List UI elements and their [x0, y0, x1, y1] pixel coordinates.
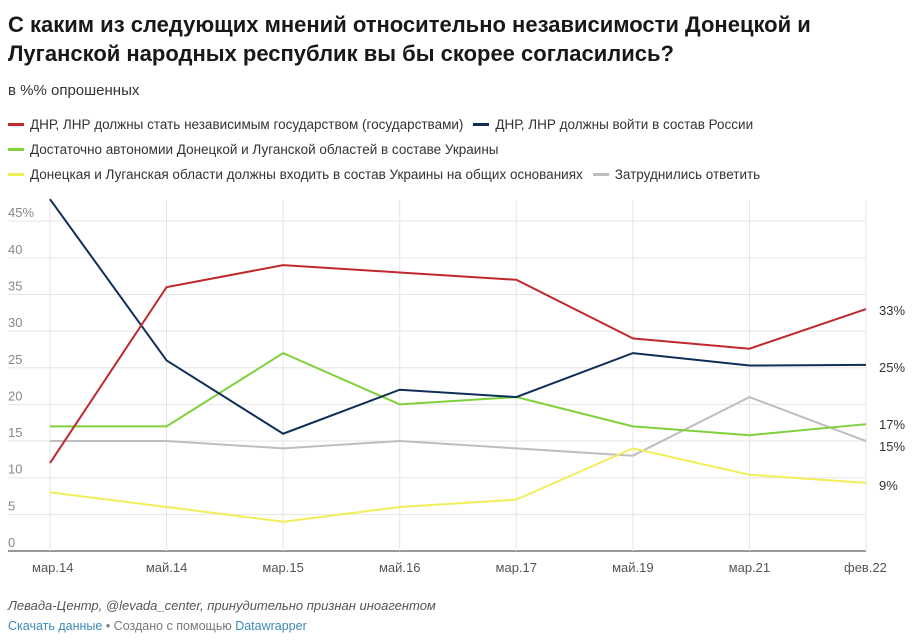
- legend: ДНР, ЛНР должны стать независимым госуда…: [8, 112, 908, 187]
- legend-item: Достаточно автономии Донецкой и Луганско…: [8, 137, 499, 162]
- end-label: 25%: [879, 360, 905, 375]
- created-with: Создано с помощью: [113, 619, 236, 633]
- source-note: Левада-Центр, @levada_center, принудител…: [8, 598, 436, 613]
- y-tick-label: 35: [8, 278, 22, 293]
- end-label: 15%: [879, 439, 905, 454]
- x-tick-label: фев.22: [844, 560, 887, 575]
- y-tick-label: 5: [8, 498, 15, 513]
- legend-item: Затруднились ответить: [592, 162, 761, 187]
- end-label: 9%: [879, 478, 898, 493]
- footer: Скачать данные • Создано с помощью Dataw…: [8, 619, 307, 633]
- x-tick-label: мар.15: [262, 560, 303, 575]
- download-data-link[interactable]: Скачать данные: [8, 619, 103, 633]
- x-tick-label: мар.14: [32, 560, 73, 575]
- y-tick-label: 20: [8, 388, 22, 403]
- line-chart: 0 5 10 15 20 25 30 35 40 45% мар.14 май.14 мар.15 май…: [8, 198, 905, 575]
- chart-title: С каким из следующих мнений относительно…: [8, 12, 811, 66]
- series-line: [50, 395, 867, 457]
- x-tick-label: май.14: [146, 560, 188, 575]
- legend-swatch: [592, 173, 609, 176]
- legend-swatch: [473, 123, 490, 126]
- legend-label: ДНР, ЛНР должны войти в состав России: [495, 117, 754, 132]
- legend-label: Затруднились ответить: [614, 167, 761, 182]
- y-tick-label: 15: [8, 425, 22, 440]
- legend-swatch: [8, 123, 24, 126]
- y-tick-label: 30: [8, 315, 22, 330]
- series-line: [49, 198, 867, 435]
- legend-label: Донецкая и Луганская области должны вход…: [30, 167, 583, 182]
- end-label: 17%: [879, 417, 905, 432]
- legend-swatch: [8, 173, 24, 176]
- legend-item: Донецкая и Луганская области должны вход…: [8, 162, 583, 187]
- legend-label: Достаточно автономии Донецкой и Луганско…: [30, 142, 499, 157]
- chart-subtitle: в %% опрошенных: [8, 82, 140, 99]
- x-tick-label: май.19: [612, 560, 654, 575]
- x-tick-label: мар.21: [729, 560, 770, 575]
- legend-item: ДНР, ЛНР должны войти в состав России: [473, 112, 753, 137]
- separator: •: [102, 619, 114, 633]
- x-tick-label: май.16: [379, 560, 421, 575]
- series-line: [49, 447, 867, 523]
- series-line: [50, 351, 867, 437]
- x-tick-label: мар.17: [496, 560, 537, 575]
- series-line: [49, 264, 867, 464]
- legend-swatch: [8, 148, 24, 151]
- legend-label: ДНР, ЛНР должны стать независимым госуда…: [30, 117, 464, 132]
- end-label: 33%: [879, 303, 905, 318]
- y-tick-label: 10: [8, 462, 22, 477]
- datawrapper-link[interactable]: Datawrapper: [235, 619, 307, 633]
- y-tick-label: 40: [8, 242, 22, 257]
- y-tick-label: 45%: [8, 205, 34, 220]
- y-tick-label: 0: [8, 535, 15, 550]
- legend-item: ДНР, ЛНР должны стать независимым госуда…: [8, 112, 463, 137]
- y-tick-label: 25: [8, 352, 22, 367]
